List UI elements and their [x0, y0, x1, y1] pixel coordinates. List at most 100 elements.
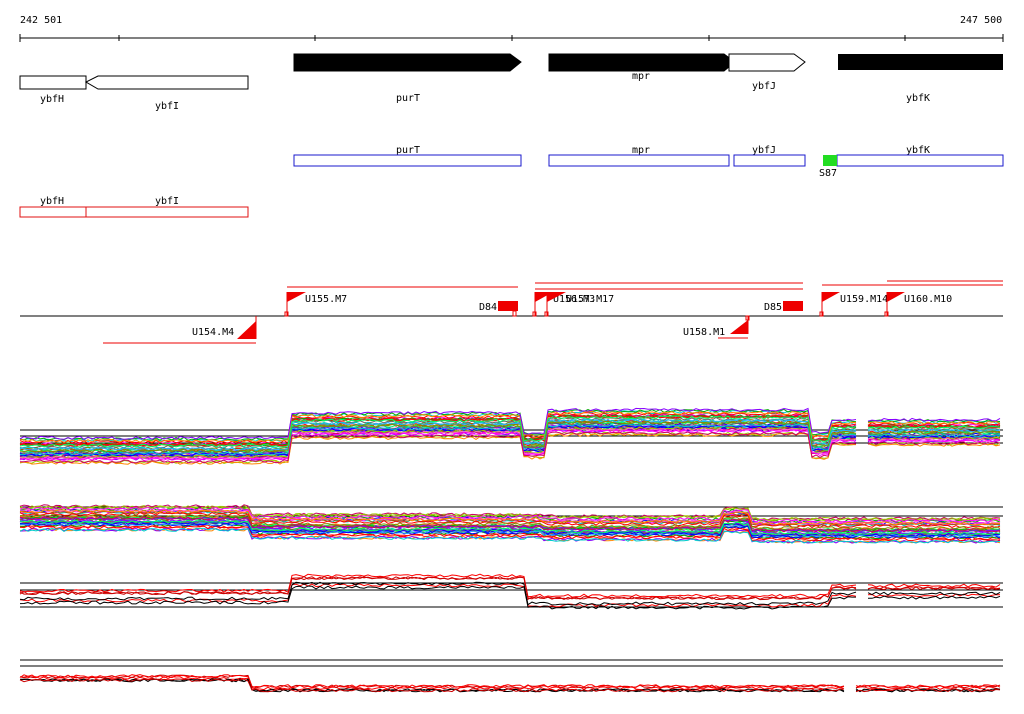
feature-box[interactable] — [19, 206, 87, 218]
coordinate-ruler: 242 501 247 500 — [19, 15, 1004, 42]
promoter-base — [544, 311, 549, 317]
expression-panel-2 — [19, 504, 1003, 544]
expression-trace — [19, 522, 1001, 539]
promoter-U155.M7[interactable]: U155.M7 — [284, 292, 347, 317]
feature-ybfH-red[interactable]: ybfH — [19, 196, 87, 218]
expression-trace — [19, 520, 1001, 537]
expression-trace — [19, 573, 1001, 598]
expression-trace — [19, 415, 1001, 448]
feature-box[interactable] — [733, 154, 806, 167]
expression-trace — [19, 431, 1001, 464]
expression-trace — [19, 418, 1001, 451]
promoter-label: U158.M1 — [683, 327, 725, 338]
block-marker[interactable] — [783, 301, 803, 311]
blue-feature-track: purT mpr ybfJ ybfK S87 — [293, 145, 1004, 179]
feature-label: purT — [396, 145, 420, 156]
gene-arrow[interactable] — [19, 75, 87, 90]
expression-trace — [19, 420, 1001, 453]
feature-label: ybfK — [906, 145, 930, 156]
expression-trace — [19, 509, 1001, 526]
promoter-U160.M10[interactable]: U160.M10 — [884, 292, 952, 317]
gene-arrow[interactable] — [293, 53, 522, 72]
gene-purT[interactable]: purT — [293, 53, 522, 104]
feature-label: ybfI — [155, 196, 179, 207]
promoter-U154.M4[interactable]: U154.M4 — [103, 316, 257, 344]
block-marker[interactable] — [498, 301, 518, 311]
feature-box[interactable] — [85, 206, 249, 218]
expression-panel-1 — [19, 407, 1003, 465]
gene-label: ybfK — [906, 93, 930, 104]
feature-label: ybfH — [40, 196, 64, 207]
promoter-base — [532, 311, 537, 317]
expression-trace — [19, 678, 1001, 693]
site-marker[interactable] — [823, 155, 837, 166]
feature-box[interactable] — [548, 154, 730, 167]
gene-ybfK[interactable]: ybfK — [838, 54, 1003, 104]
promoter-base — [745, 315, 750, 321]
promoter-U157.M17[interactable]: U157.M17 — [544, 292, 614, 317]
end-coordinate: 247 500 — [960, 15, 1002, 26]
promoter-flag-icon[interactable] — [237, 321, 256, 339]
block-D85[interactable]: D85 — [764, 301, 803, 313]
site-label: S87 — [819, 168, 837, 179]
feature-box[interactable] — [293, 154, 522, 167]
promoter-label: U157.M17 — [566, 294, 614, 305]
feature-ybfI-red[interactable]: ybfI — [85, 196, 249, 218]
promoter-U158.M1[interactable]: U158.M1 — [683, 315, 750, 339]
expression-trace — [19, 512, 1001, 529]
promoter-label: U154.M4 — [192, 327, 234, 338]
promoter-flag-icon[interactable] — [547, 292, 566, 302]
expression-trace — [19, 407, 1001, 440]
block-label: D85 — [764, 302, 782, 313]
promoter-base — [884, 311, 889, 317]
expression-trace — [19, 429, 1001, 462]
gene-ybfJ[interactable]: ybfJ — [728, 53, 806, 92]
promoter-flag-icon[interactable] — [822, 292, 840, 302]
gene-arrow[interactable] — [728, 53, 806, 72]
gene-mpr[interactable]: mpr — [548, 53, 736, 82]
block-D84[interactable]: D84 — [479, 301, 518, 317]
gene-label: ybfJ — [752, 81, 776, 92]
gene-label: mpr — [632, 71, 650, 82]
expression-trace — [19, 581, 1001, 606]
gene-ybfI[interactable]: ybfI — [84, 75, 249, 112]
promoter-label: U155.M7 — [305, 294, 347, 305]
expression-panel-3 — [19, 573, 1003, 610]
promoter-flag-icon[interactable] — [730, 320, 748, 334]
expression-trace — [19, 676, 1001, 691]
expression-trace — [19, 583, 1001, 608]
expression-trace — [19, 516, 1001, 533]
gene-arrow[interactable] — [548, 53, 736, 72]
expression-trace — [19, 432, 1001, 465]
transcript-track: U155.M7 U156.M3 U157.M17 U159.M14 U160.M… — [20, 280, 1003, 344]
feature-ybfK[interactable]: ybfK — [836, 145, 1004, 167]
promoter-U159.M14[interactable]: U159.M14 — [819, 292, 888, 317]
gene-arrow[interactable] — [838, 54, 1003, 70]
promoter-base — [819, 311, 824, 317]
expression-trace — [19, 423, 1001, 456]
promoter-base — [284, 311, 289, 317]
site-S87[interactable]: S87 — [819, 155, 837, 179]
block-label: D84 — [479, 302, 497, 313]
promoter-label: U159.M14 — [840, 294, 888, 305]
feature-ybfJ[interactable]: ybfJ — [733, 145, 806, 167]
expression-panel-4 — [19, 659, 1003, 693]
expression-trace — [19, 527, 1001, 544]
feature-purT[interactable]: purT — [293, 145, 522, 167]
promoter-flag-icon[interactable] — [287, 292, 306, 302]
expression-trace — [19, 506, 1001, 523]
promoter-flag-icon[interactable] — [887, 292, 905, 302]
feature-box[interactable] — [836, 154, 1004, 167]
block-base — [512, 310, 517, 317]
expression-trace — [19, 585, 1001, 610]
feature-label: ybfJ — [752, 145, 776, 156]
expression-trace — [19, 514, 1001, 531]
expression-trace — [19, 516, 1001, 533]
gene-ybfH[interactable]: ybfH — [19, 75, 87, 105]
gene-arrow[interactable] — [84, 75, 249, 90]
promoter-label: U160.M10 — [904, 294, 952, 305]
start-coordinate: 242 501 — [20, 15, 62, 26]
expression-trace — [19, 525, 1001, 542]
feature-mpr[interactable]: mpr — [548, 145, 730, 167]
